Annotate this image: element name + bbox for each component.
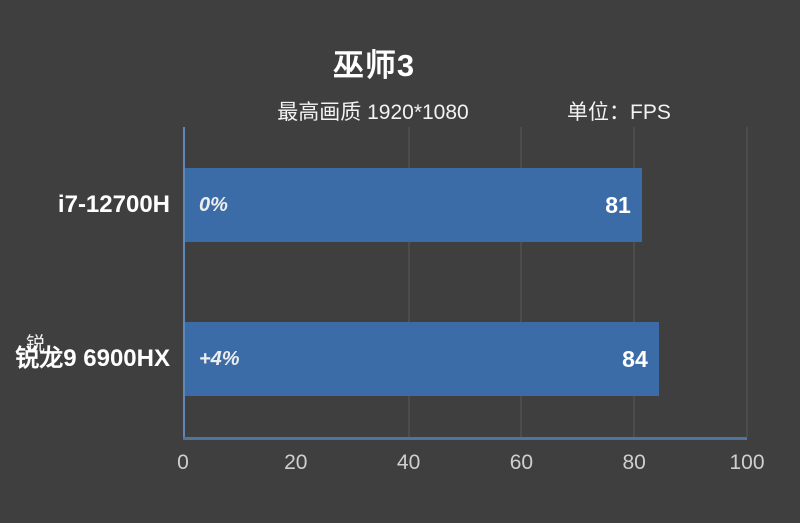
unit-label: 单位：FPS	[567, 101, 671, 124]
watermark-text: 锐	[26, 334, 46, 355]
x-axis-tick-label-60: 60	[509, 451, 534, 474]
delta-label-ryzen9-6900hx: +4%	[199, 347, 240, 370]
chart-subtitle: 最高画质 1920*1080	[277, 101, 469, 124]
y-axis-line	[183, 127, 185, 437]
delta-label-i7-12700h: 0%	[199, 193, 228, 216]
gridline-40	[408, 127, 410, 437]
value-label-i7-12700h: 81	[605, 191, 631, 218]
x-axis: 0 20 40 60 80 100	[177, 451, 764, 475]
x-axis-tick-label-20: 20	[284, 451, 308, 474]
x-axis-line	[183, 437, 747, 440]
category-label-ryzen9-6900hx: 锐龙9 6900HX	[15, 345, 170, 372]
bar-i7-12700h: 0% 81	[185, 168, 642, 242]
x-axis-tick-label-100: 100	[729, 451, 765, 474]
chart-title: 巫师3	[332, 48, 416, 83]
x-axis-tick-label-80: 80	[622, 451, 646, 474]
plot-area: 0% 81 +4% 84	[183, 127, 748, 440]
value-label-ryzen9-6900hx: 84	[622, 345, 648, 372]
x-axis-tick-label-0: 0	[177, 451, 189, 474]
gridline-60	[520, 127, 522, 437]
category-label-i7-12700h: i7-12700H	[57, 191, 170, 218]
gridline-100	[746, 127, 748, 437]
gridline-80	[633, 127, 635, 437]
x-axis-tick-label-40: 40	[396, 451, 421, 474]
bar-ryzen9-6900hx: +4% 84	[185, 322, 659, 396]
